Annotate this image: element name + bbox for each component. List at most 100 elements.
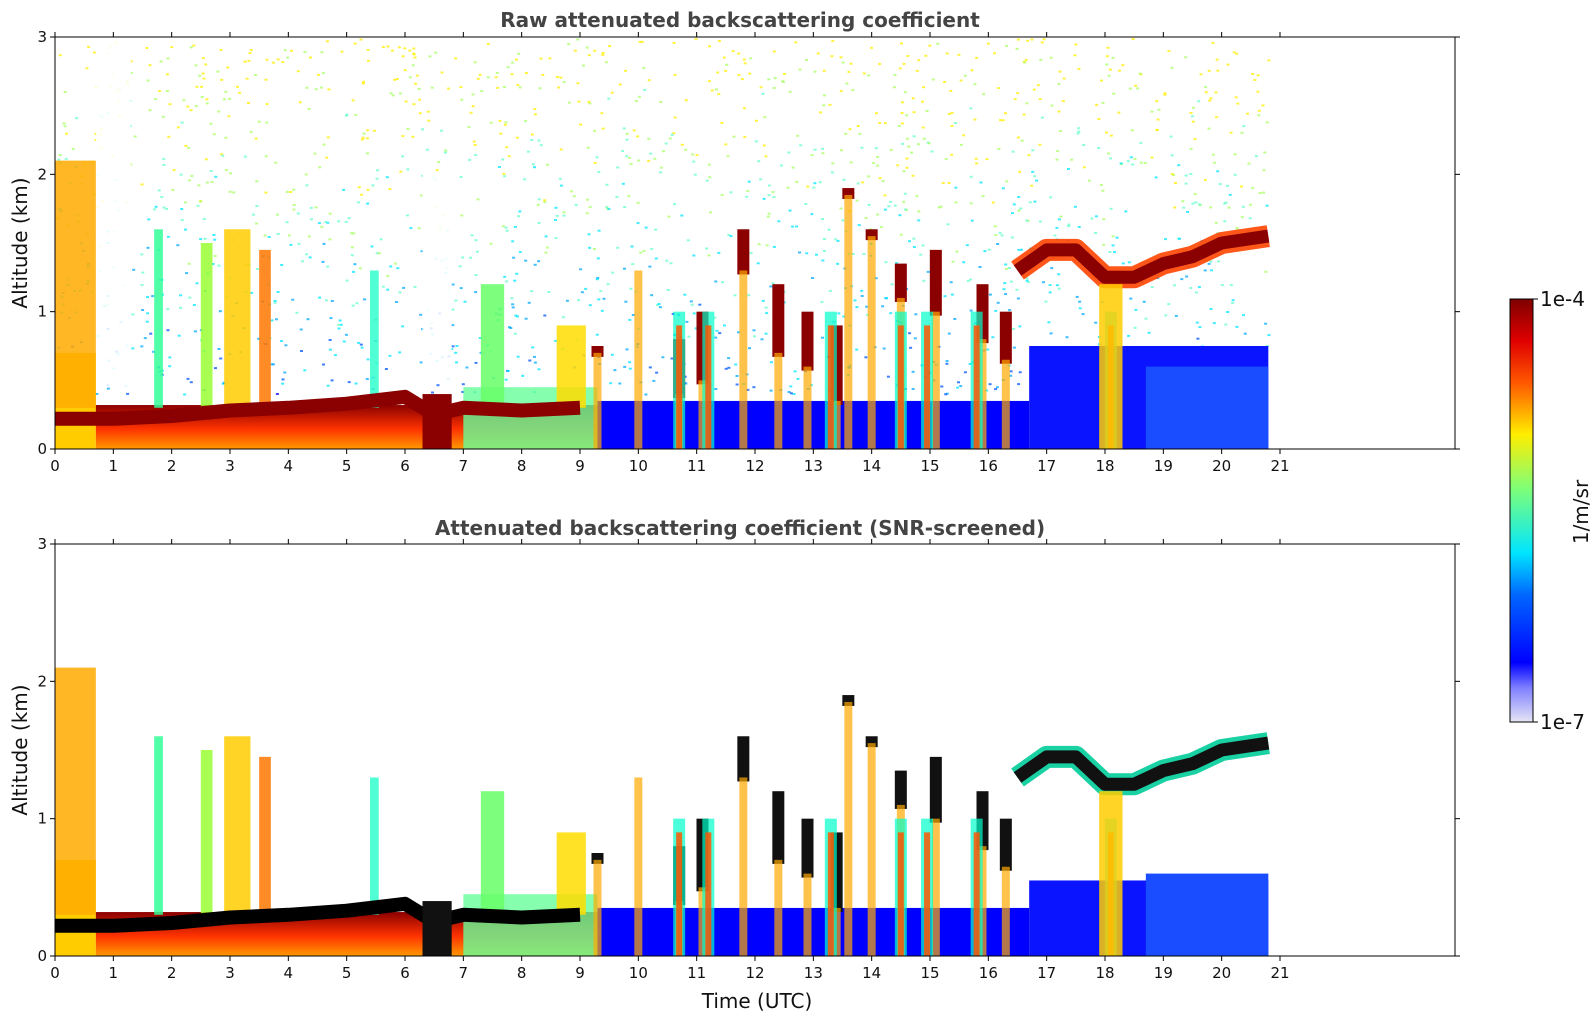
noise-pixel (1111, 235, 1115, 238)
noise-pixel (969, 175, 973, 178)
noise-pixel (650, 294, 654, 297)
noise-pixel (947, 182, 951, 184)
boundary-layer (55, 667, 598, 956)
noise-pixel (143, 337, 147, 340)
noise-pixel (303, 50, 307, 53)
noise-pixel (503, 175, 507, 178)
noise-pixel (318, 166, 322, 169)
colorbar-unit-label: 1/m/sr (1569, 479, 1593, 544)
noise-pixel (1055, 158, 1059, 161)
noise-pixel (220, 153, 224, 156)
noise-pixel (642, 66, 646, 69)
noise-pixel (290, 49, 294, 52)
noise-pixel (1228, 193, 1232, 196)
noise-pixel (805, 252, 809, 255)
noise-pixel (1203, 179, 1207, 182)
noise-pixel (460, 98, 464, 101)
noise-pixel (950, 112, 954, 114)
noise-pixel (892, 86, 896, 89)
noise-pixel (780, 164, 783, 167)
noise-pixel (436, 384, 440, 387)
noise-pixel (879, 226, 883, 229)
noise-pixel (145, 47, 149, 49)
noise-pixel (524, 120, 528, 123)
noise-pixel (65, 132, 68, 135)
aerosol-column (224, 229, 251, 408)
noise-pixel (1185, 275, 1189, 278)
noise-pixel (421, 128, 424, 131)
noise-pixel (263, 234, 267, 237)
noise-pixel (381, 285, 385, 288)
noise-pixel (638, 40, 642, 43)
noise-pixel (221, 154, 225, 157)
noise-pixel (1208, 99, 1212, 102)
noise-pixel (862, 253, 866, 255)
noise-pixel (1263, 151, 1267, 154)
noise-pixel (1164, 314, 1168, 317)
noise-pixel (270, 319, 274, 322)
noise-pixel (1235, 325, 1239, 328)
noise-pixel (1050, 104, 1054, 107)
noise-pixel (939, 205, 943, 208)
noise-pixel (328, 238, 332, 241)
noise-pixel (925, 110, 929, 112)
noise-pixel (523, 178, 527, 181)
noise-pixel (162, 157, 166, 160)
noise-pixel (408, 76, 412, 79)
noise-pixel (1057, 218, 1061, 221)
noise-pixel (273, 301, 277, 304)
noise-pixel (367, 59, 370, 62)
noise-pixel (1261, 104, 1265, 107)
noise-pixel (361, 82, 365, 85)
noise-pixel (357, 186, 361, 189)
x-tick-label: 18 (1095, 457, 1114, 475)
noise-pixel (1189, 147, 1193, 150)
noise-pixel (615, 195, 619, 198)
noise-pixel (714, 280, 718, 283)
aerosol-dip (422, 901, 452, 956)
noise-pixel (1005, 267, 1009, 270)
noise-pixel (611, 271, 615, 274)
noise-pixel (460, 214, 464, 217)
noise-pixel (882, 347, 886, 350)
noise-pixel (1001, 187, 1005, 190)
x-tick-label: 17 (1037, 457, 1056, 475)
noise-pixel (197, 184, 201, 187)
noise-pixel (856, 182, 860, 185)
cloud (999, 311, 1012, 364)
noise-pixel (327, 88, 331, 91)
noise-pixel (954, 122, 957, 124)
noise-pixel (577, 299, 581, 302)
noise-pixel (629, 287, 633, 290)
noise-pixel (440, 129, 443, 132)
noise-pixel (1240, 216, 1244, 219)
noise-pixel (631, 263, 635, 266)
noise-pixel (1035, 179, 1039, 182)
noise-pixel (616, 166, 620, 169)
noise-pixel (889, 200, 892, 203)
cloud-column (897, 325, 904, 449)
noise-pixel (969, 107, 973, 110)
noise-pixel (996, 243, 1000, 245)
noise-pixel (146, 79, 150, 82)
noise-pixel (908, 240, 911, 243)
noise-pixel (841, 219, 845, 222)
noise-pixel (463, 300, 467, 303)
noise-pixel (748, 72, 752, 75)
noise-pixel (926, 270, 930, 273)
noise-pixel (981, 195, 985, 198)
noise-pixel (461, 383, 465, 386)
noise-pixel (399, 170, 403, 173)
noise-pixel (307, 235, 311, 238)
noise-pixel (595, 333, 599, 336)
noise-pixel (761, 299, 765, 302)
noise-pixel (1169, 135, 1173, 138)
noise-pixel (1121, 262, 1125, 265)
noise-pixel (254, 74, 257, 76)
x-tick-label: 7 (459, 457, 469, 475)
noise-pixel (330, 300, 334, 302)
noise-pixel (154, 205, 158, 208)
x-tick-label: 8 (517, 964, 527, 982)
noise-pixel (856, 125, 860, 127)
noise-pixel (1025, 102, 1029, 105)
